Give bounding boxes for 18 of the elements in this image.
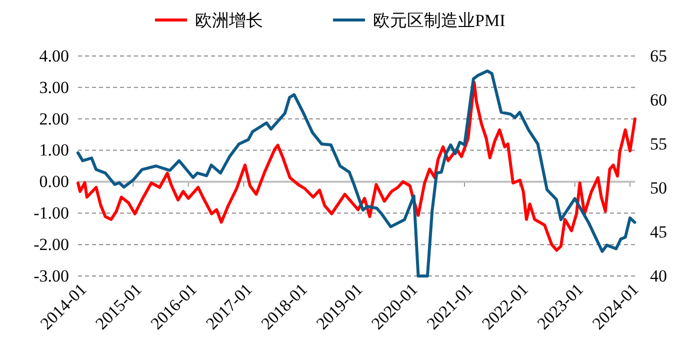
y-tick-label: -1.00 (34, 204, 69, 223)
y-tick-label: 1.00 (39, 140, 69, 160)
y-tick-label: 4.00 (39, 46, 69, 66)
y-tick-label: 3.00 (39, 78, 69, 97)
line-series (76, 80, 636, 252)
line-series (76, 69, 636, 278)
y2-tick-label: 65 (650, 46, 667, 66)
y-tick-label: 2.00 (39, 109, 69, 128)
y2-tick-label: 45 (650, 222, 667, 242)
y2-tick-label: 40 (650, 266, 667, 286)
y-tick-label: -2.00 (34, 235, 69, 254)
y2-tick-label: 50 (650, 178, 667, 198)
y2-tick-label: 60 (650, 90, 667, 110)
legend-label: 欧洲增长 (195, 11, 263, 30)
legend-label: 欧元区制造业PMI (373, 11, 506, 30)
y-tick-label: -3.00 (34, 266, 69, 286)
y2-tick-label: 55 (650, 134, 667, 154)
y-tick-label: 0.00 (39, 172, 69, 192)
